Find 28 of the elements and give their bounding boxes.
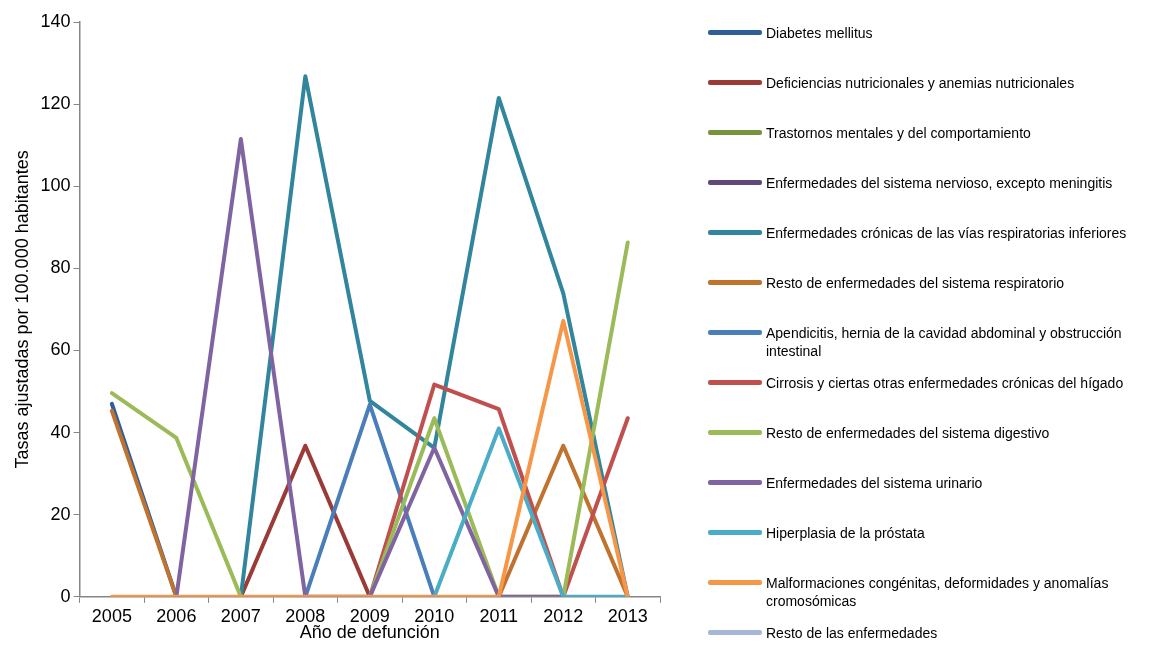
y-tick-label: 40 [50,421,71,442]
legend-label: Enfermedades del sistema urinario [766,474,983,492]
legend-label: Malformaciones congénitas, deformidades y anomalías cromosómicas [766,574,1110,610]
y-tick-label: 60 [50,339,71,360]
legend-label: Deficiencias nutricionales y anemias nutricionales [766,74,1075,92]
legend-label: Enfermedades crónicas de las vías respiratorias inferiores [766,224,1127,242]
y-axis-title: Tasas ajustadas por 100.000 habitantes [11,150,32,469]
x-tick-label: 2012 [543,605,584,626]
y-tick-label: 80 [50,257,71,278]
x-tick-label: 2011 [479,605,519,626]
legend-label: Trastornos mentales y del comportamiento [766,124,1031,142]
y-tick-label: 0 [60,585,71,606]
legend-label: Apendicitis, hernia de la cavidad abdominal y obstrucción intestinal [766,324,1123,360]
y-tick-label: 120 [40,93,71,114]
legend-label: Resto de enfermedades del sistema respiratorio [766,274,1065,292]
x-tick-label: 2005 [91,605,132,626]
legend-label: Resto de las enfermedades [766,624,938,642]
y-tick-label: 100 [40,175,71,196]
x-tick-label: 2006 [156,605,197,626]
legend-label: Cirrosis y ciertas otras enfermedades crónicas del hígado [766,374,1124,392]
x-tick-label: 2007 [220,605,261,626]
x-tick-label: 2013 [607,605,648,626]
y-tick-label: 20 [50,503,71,524]
legend-label: Diabetes mellitus [766,24,873,42]
legend-label: Resto de enfermedades del sistema digestivo [766,424,1050,442]
legend-label: Hiperplasia de la próstata [766,524,925,542]
y-tick-label: 140 [40,10,71,31]
legend-label: Enfermedades del sistema nervioso, excepto meningitis [766,174,1113,192]
